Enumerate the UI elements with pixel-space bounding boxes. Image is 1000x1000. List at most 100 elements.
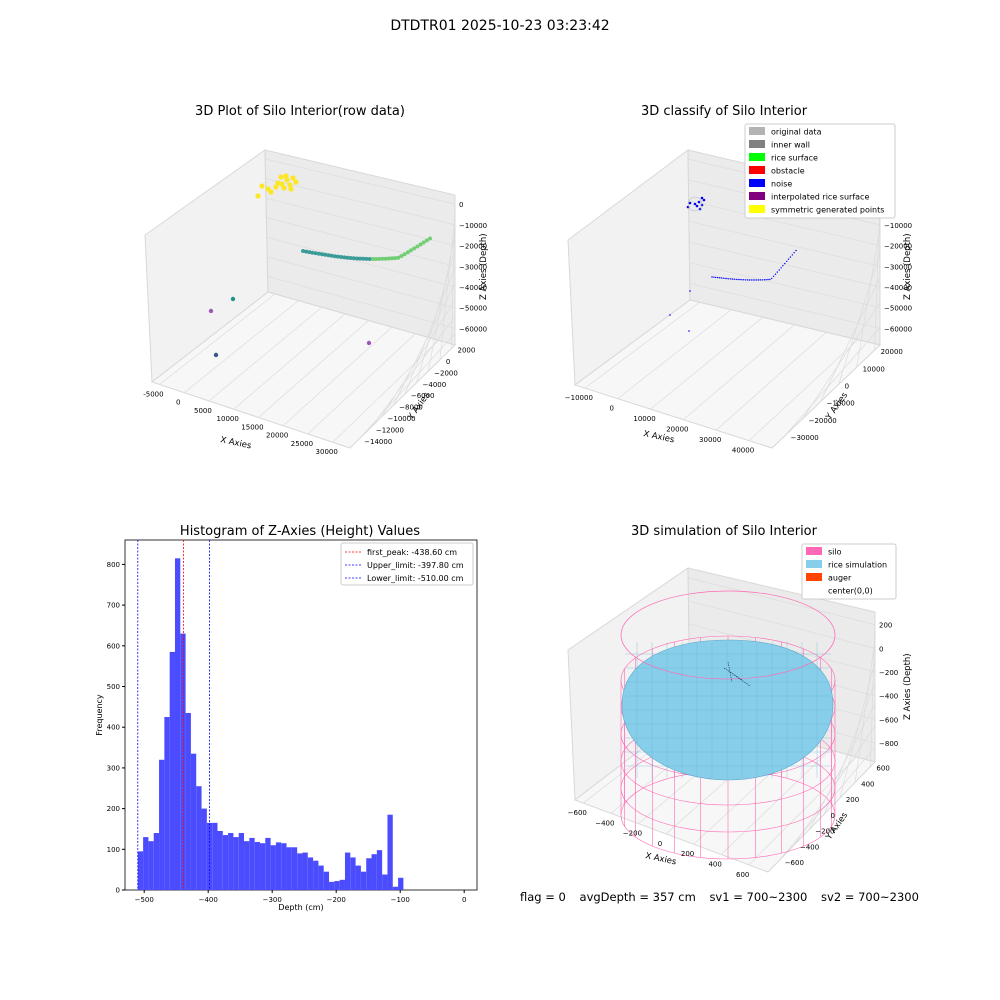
noise-arc-point: [787, 258, 790, 260]
histogram-bar: [238, 833, 245, 890]
histogram-bar: [318, 865, 324, 890]
legend-label: first_peak: -438.60 cm: [367, 548, 457, 557]
outlier-point: [366, 340, 372, 346]
histogram-bar: [259, 843, 266, 890]
histogram-bar: [222, 835, 229, 890]
noise-arc-point: [711, 276, 713, 278]
noise-arc-point: [778, 269, 780, 271]
noise-arc-point: [774, 273, 777, 275]
histogram-bar: [244, 841, 250, 890]
classify-legend: original data inner wall rice surface obsta…: [744, 123, 896, 219]
legend-label: rice surface: [771, 154, 818, 163]
arc-point: [370, 257, 375, 261]
legend-label: inner wall: [771, 141, 810, 150]
flag-text: flag = 0: [520, 890, 566, 904]
y-tick-label: 400: [107, 724, 120, 732]
legend-swatch: [806, 573, 822, 581]
z-tick-label: −600: [879, 716, 898, 724]
y-tick-label: 0: [831, 812, 835, 820]
x-tick-label: 400: [708, 861, 721, 869]
x-tick-label: −400: [595, 819, 614, 827]
histogram-bar: [228, 833, 234, 890]
x-tick-label: 20000: [666, 426, 688, 434]
raw-3d-xlabel: X Axies: [219, 435, 252, 451]
figure-suptitle: DTDTR01 2025-10-23 03:23:42: [390, 18, 610, 34]
noise-arc-point: [722, 277, 724, 279]
z-tick-label: −50000: [884, 305, 912, 313]
arc-point: [361, 256, 366, 261]
histogram-bar: [286, 847, 292, 890]
noise-point: [697, 200, 701, 204]
y-tick-label: 10000: [863, 365, 885, 373]
histogram-bar: [143, 837, 149, 890]
y-tick-label: 100: [107, 846, 120, 854]
legend-label: Lower_limit: -510.00 cm: [367, 574, 464, 583]
histogram-bar: [376, 850, 383, 890]
histogram-bar: [196, 786, 202, 890]
legend-label: Upper_limit: -397.80 cm: [367, 561, 464, 570]
x-tick-label: −400: [199, 896, 218, 904]
arc-point: [329, 253, 334, 258]
arc-point: [342, 255, 347, 260]
z-tick-label: −30000: [459, 263, 487, 271]
arc-point: [415, 244, 420, 249]
y-tick-label: 800: [107, 561, 120, 569]
noise-arc-point: [726, 277, 728, 280]
arc-point: [389, 256, 394, 261]
arc-point: [335, 254, 340, 259]
histogram-bar: [270, 845, 276, 890]
depth-histogram-chart: −500 −400 −300 −200 −100 0 0 100 200 300 400 500 600…: [95, 539, 478, 912]
histogram-xlabel: Depth (cm): [278, 903, 323, 912]
arc-point: [402, 252, 407, 257]
y-tick-label: 200: [846, 796, 859, 804]
arc-point: [326, 253, 331, 258]
y-tick-label: −600: [785, 859, 804, 867]
legend-label: obstacle: [771, 167, 805, 176]
arc-point: [399, 254, 404, 258]
noise-arc-point: [746, 279, 749, 281]
arc-point: [428, 236, 432, 241]
y-tick-label: −20000: [809, 417, 837, 425]
auger-marker: [723, 661, 751, 687]
arc-point: [377, 256, 382, 261]
y-tick-label: 0: [446, 358, 450, 366]
cluster-point: [283, 173, 289, 179]
histogram-bar: [217, 830, 223, 890]
histogram-bar: [148, 841, 154, 890]
x-tick-label: −100: [391, 896, 410, 904]
x-tick-label: 0: [462, 896, 466, 904]
arc-point: [421, 240, 426, 245]
x-tick-label: 600: [736, 871, 749, 879]
noise-point: [689, 290, 691, 292]
y-tick-label: −2000: [434, 369, 458, 377]
arc-point: [364, 256, 369, 261]
panel2-title: 3D classify of Silo Interior: [640, 104, 808, 119]
noise-arc-point: [728, 278, 730, 280]
histogram-bar: [275, 842, 282, 890]
y-tick-label: −8000: [399, 404, 423, 412]
arc-point: [307, 250, 312, 255]
panel1-title: 3D Plot of Silo Interior(row data): [195, 104, 405, 119]
y-tick-label: −30000: [791, 434, 819, 442]
y-tick-label: −14000: [364, 438, 392, 446]
x-tick-label: 0: [658, 840, 662, 848]
avg-depth-text: avgDepth = 357 cm: [579, 890, 696, 904]
histogram-bar: [281, 843, 287, 890]
histogram-bar: [164, 717, 170, 890]
noise-arc-point: [739, 278, 741, 281]
histogram-bar: [334, 881, 340, 890]
legend-label: noise: [771, 180, 792, 189]
arc-point: [408, 248, 413, 253]
noise-arc-point: [791, 254, 793, 256]
arc-point: [345, 255, 350, 260]
outlier-point: [213, 352, 219, 358]
noise-arc-point: [784, 262, 786, 265]
arc-point: [418, 242, 423, 247]
arc-point: [367, 257, 372, 261]
noise-point: [695, 204, 699, 208]
panel4-title: 3D simulation of Silo Interior: [631, 524, 817, 539]
z-tick-label: 200: [879, 622, 892, 630]
noise-arc-point: [754, 279, 756, 281]
legend-label: original data: [771, 128, 822, 137]
y-tick-label: 0: [845, 382, 849, 390]
